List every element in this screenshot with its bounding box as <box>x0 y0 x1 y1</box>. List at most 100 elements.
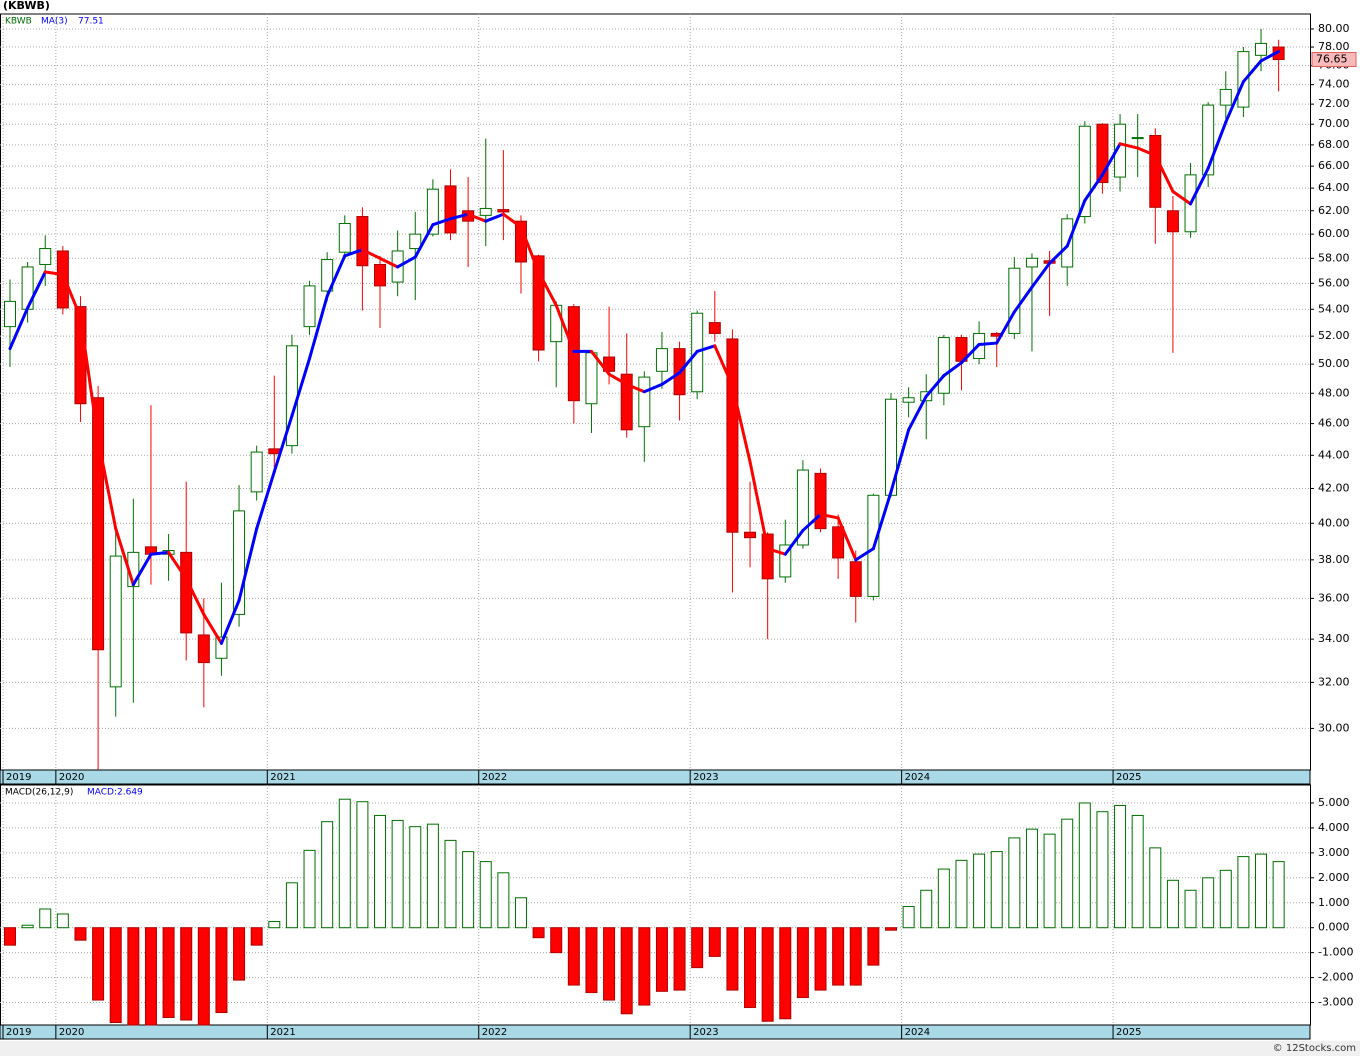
macd-bar <box>56 913 69 929</box>
macd-bar <box>39 908 52 929</box>
ma-segment <box>1100 142 1122 177</box>
y-tick-label: 80.00 <box>1318 22 1350 35</box>
candle-body <box>937 337 950 394</box>
x-tick-label: 2019 <box>6 1027 31 1038</box>
candle-body <box>620 373 633 431</box>
macd-bar <box>867 927 880 966</box>
macd-bar <box>814 927 827 991</box>
candle-body <box>180 551 193 634</box>
candle-body <box>1078 125 1091 218</box>
macd-bar <box>497 872 510 929</box>
ma-segment <box>413 223 435 259</box>
y-tick-label: 32.00 <box>1318 675 1350 688</box>
macd-bar <box>796 927 809 999</box>
legend-symbol: KBWB <box>5 17 32 27</box>
x-tick-label: 2019 <box>6 772 31 783</box>
y-tick-label: 34.00 <box>1318 632 1350 645</box>
ma-segment <box>325 254 347 298</box>
y-tick-label: 54.00 <box>1318 302 1350 315</box>
candle-body <box>250 451 263 493</box>
candle-body <box>303 285 316 328</box>
candle-body <box>1131 137 1144 140</box>
y-tick-label: 1.000 <box>1318 896 1350 909</box>
x-tick-label: 2024 <box>905 1027 930 1038</box>
ma-segment <box>78 315 100 441</box>
candle-body <box>233 510 246 615</box>
date-strip <box>0 769 1311 785</box>
ma-segment <box>1189 166 1210 206</box>
y-tick-label: 64.00 <box>1318 181 1350 194</box>
macd-bar <box>832 927 845 986</box>
y-tick-label: 2.000 <box>1318 871 1350 884</box>
x-tick-label: 2021 <box>270 1027 295 1038</box>
macd-bar <box>550 927 563 954</box>
ma-segment <box>819 512 840 520</box>
y-tick-label: 66.00 <box>1318 159 1350 172</box>
macd-bar <box>1219 869 1232 929</box>
ma-segment <box>1048 244 1069 265</box>
candle-body <box>109 555 122 688</box>
macd-bar <box>321 821 334 929</box>
ma-segment <box>625 382 646 394</box>
candle-body <box>1237 51 1250 108</box>
macd-bar <box>1166 879 1179 929</box>
ma-segment <box>290 356 312 418</box>
ma-segment <box>131 552 153 587</box>
ma-segment <box>871 490 893 551</box>
ma-segment <box>1030 261 1052 289</box>
macd-bar <box>215 927 228 1014</box>
ma-segment <box>959 342 981 365</box>
ma-segment <box>519 225 541 274</box>
candle-body <box>338 223 351 253</box>
ma-segment <box>924 374 946 398</box>
chart-title: (KBWB) <box>3 0 50 12</box>
y-tick-label: 72.00 <box>1318 97 1350 110</box>
candle-body <box>567 306 580 402</box>
last-price-label: 76.65 <box>1316 52 1348 65</box>
ma-segment <box>272 414 294 474</box>
macd-bar <box>655 927 668 992</box>
candle-body <box>215 636 228 659</box>
macd-bar <box>338 798 351 929</box>
macd-bar <box>973 853 986 929</box>
y-tick-label: 30.00 <box>1318 721 1350 734</box>
ma-segment <box>1259 50 1281 63</box>
macd-bar <box>233 927 246 981</box>
ma-segment <box>1224 80 1245 124</box>
candle-body <box>638 376 651 428</box>
y-tick-label: 50.00 <box>1318 357 1350 370</box>
ma-segment <box>149 550 171 556</box>
ma-segment <box>1241 59 1263 84</box>
candle-body <box>832 526 845 559</box>
ma-segment <box>678 349 699 375</box>
y-tick-label: 4.000 <box>1318 821 1350 834</box>
y-tick-label: 46.00 <box>1318 417 1350 430</box>
macd-bar <box>902 905 915 929</box>
ma-segment <box>431 217 452 227</box>
y-tick-label: 60.00 <box>1318 227 1350 240</box>
candle-body <box>1166 210 1179 233</box>
y-tick-label: 42.00 <box>1318 481 1350 494</box>
y-tick-label: -3.000 <box>1318 996 1353 1009</box>
y-tick-label: 52.00 <box>1318 329 1350 342</box>
y-tick-label: 36.00 <box>1318 591 1350 604</box>
last-price-box <box>1311 51 1357 67</box>
ma-segment <box>642 382 664 394</box>
candle-body <box>479 207 492 216</box>
ma-segment <box>1171 189 1193 206</box>
candle-body <box>426 188 439 235</box>
macd-bar <box>567 927 580 986</box>
candle-body <box>1008 267 1021 334</box>
x-tick-label: 2024 <box>905 772 930 783</box>
macd-bar <box>708 927 721 957</box>
ma-segment <box>748 460 770 551</box>
macd-bar <box>532 927 545 939</box>
candle-body <box>1202 104 1215 176</box>
macd-bar <box>779 927 792 1020</box>
x-tick-label: 2020 <box>59 772 84 783</box>
candle-body <box>708 322 721 334</box>
candle-body <box>444 185 457 234</box>
macd-bar <box>74 927 87 941</box>
y-tick-label: 0.000 <box>1318 921 1350 934</box>
candle-body <box>744 531 757 539</box>
